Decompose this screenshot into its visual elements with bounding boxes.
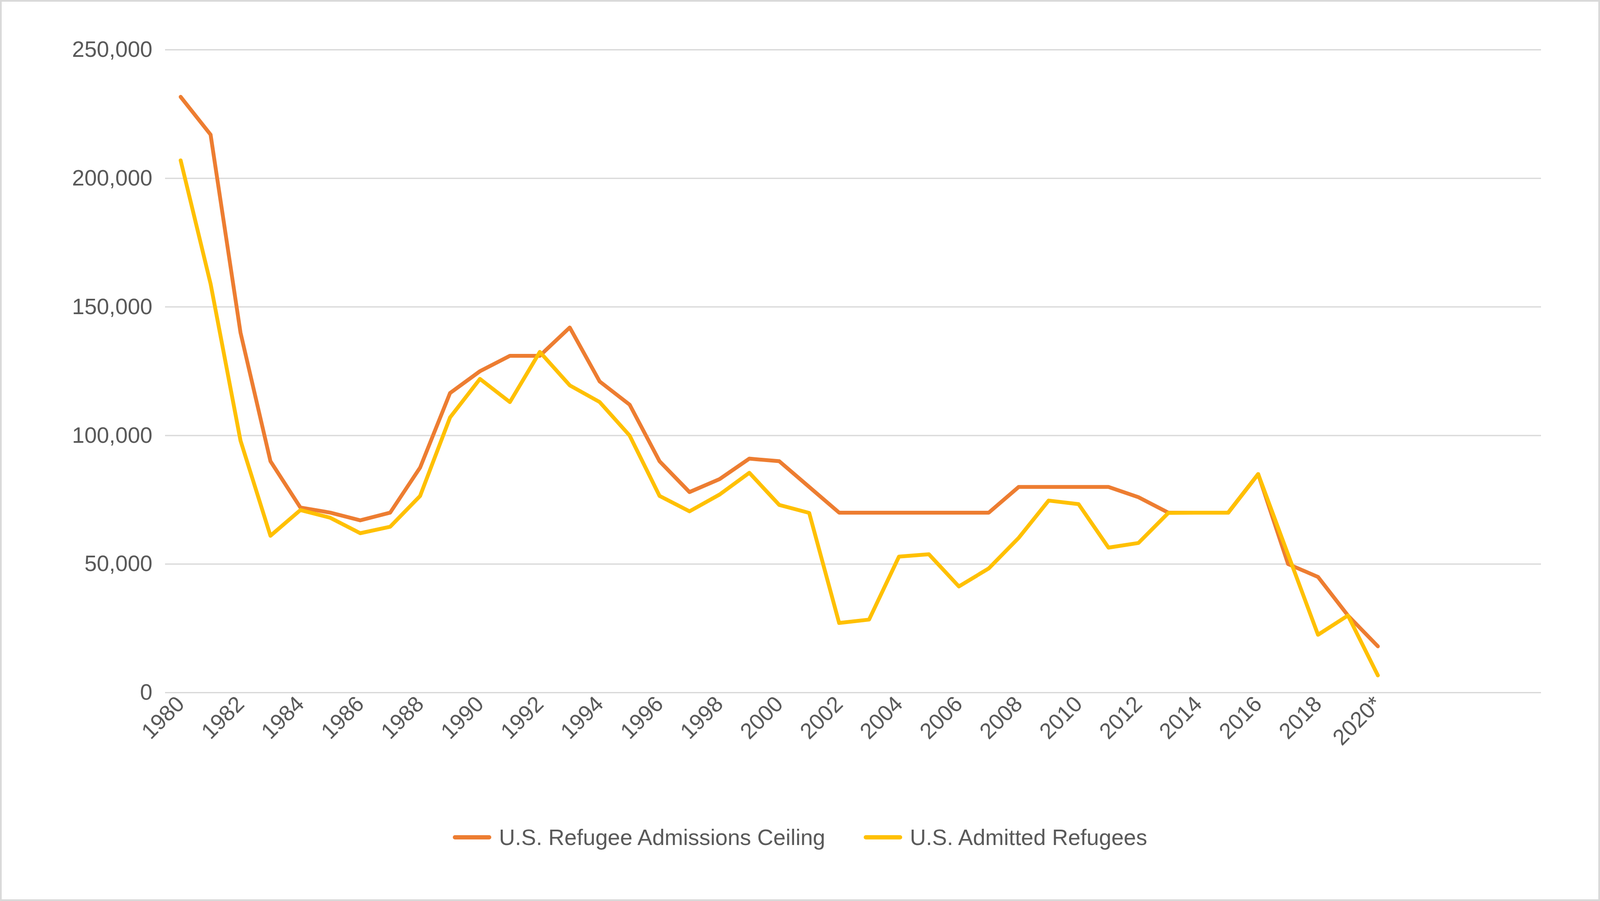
- svg-text:2020*: 2020*: [1327, 691, 1387, 750]
- svg-text:150,000: 150,000: [72, 294, 153, 319]
- svg-text:1996: 1996: [615, 691, 668, 744]
- svg-text:2004: 2004: [854, 691, 908, 744]
- svg-text:2000: 2000: [735, 691, 788, 744]
- svg-text:1992: 1992: [495, 691, 549, 744]
- html-text:U.S. Refugee Admissions Ceilin: U.S. Refugee Admissions Ceiling: [498, 825, 826, 851]
- svg-text:50,000: 50,000: [84, 551, 153, 576]
- html-text:U.S. Admitted Refugees: U.S. Admitted Refugees: [909, 825, 1148, 851]
- svg-text:2014: 2014: [1154, 691, 1207, 744]
- svg-text:250,000: 250,000: [72, 36, 153, 62]
- svg-text:0: 0: [140, 679, 153, 705]
- svg-text:1988: 1988: [375, 691, 429, 744]
- svg-text:2008: 2008: [974, 691, 1028, 744]
- svg-text:2018: 2018: [1273, 691, 1327, 744]
- svg-text:1984: 1984: [256, 691, 309, 744]
- svg-text:1990: 1990: [435, 691, 489, 744]
- svg-text:1998: 1998: [675, 691, 728, 744]
- svg-text:200,000: 200,000: [72, 165, 153, 191]
- svg-text:2012: 2012: [1094, 691, 1147, 744]
- svg-text:2016: 2016: [1213, 691, 1267, 744]
- svg-text:1986: 1986: [315, 691, 369, 744]
- svg-text:100,000: 100,000: [72, 422, 153, 448]
- svg-text:1994: 1994: [555, 691, 609, 744]
- svg-text:1982: 1982: [196, 691, 249, 744]
- svg-text:2006: 2006: [914, 691, 968, 744]
- svg-text:1980: 1980: [136, 691, 189, 744]
- svg-text:2010: 2010: [1034, 691, 1087, 744]
- svg-text:2002: 2002: [794, 691, 848, 744]
